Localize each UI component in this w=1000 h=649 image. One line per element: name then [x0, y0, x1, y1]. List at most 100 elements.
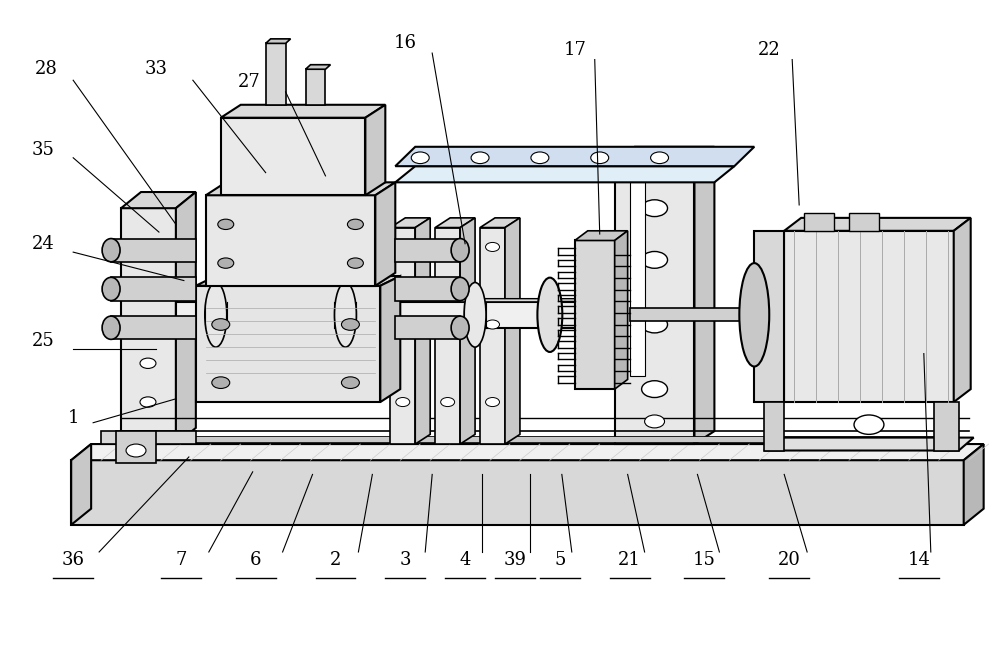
Circle shape — [212, 319, 230, 330]
Polygon shape — [435, 218, 475, 228]
Polygon shape — [630, 182, 645, 376]
Polygon shape — [176, 302, 620, 328]
Polygon shape — [380, 276, 400, 402]
Polygon shape — [375, 182, 395, 286]
Ellipse shape — [451, 277, 469, 300]
Text: 3: 3 — [400, 552, 411, 569]
Circle shape — [486, 320, 500, 329]
Polygon shape — [221, 117, 365, 195]
Polygon shape — [575, 241, 615, 389]
Polygon shape — [480, 228, 505, 444]
Circle shape — [531, 152, 549, 164]
Ellipse shape — [102, 316, 120, 339]
Circle shape — [411, 152, 429, 164]
Polygon shape — [615, 147, 714, 160]
Polygon shape — [395, 239, 460, 262]
Polygon shape — [395, 316, 460, 339]
Circle shape — [140, 319, 156, 330]
Polygon shape — [480, 218, 520, 228]
Polygon shape — [764, 402, 784, 450]
Polygon shape — [954, 218, 971, 402]
Text: 17: 17 — [563, 41, 586, 59]
Polygon shape — [221, 104, 385, 117]
Circle shape — [854, 415, 884, 434]
Ellipse shape — [102, 239, 120, 262]
Polygon shape — [615, 160, 694, 444]
Ellipse shape — [451, 239, 469, 262]
Text: 21: 21 — [618, 552, 641, 569]
Polygon shape — [505, 218, 520, 444]
Circle shape — [396, 398, 410, 406]
Polygon shape — [266, 39, 291, 43]
Polygon shape — [71, 460, 964, 525]
Circle shape — [591, 152, 609, 164]
Polygon shape — [390, 218, 430, 228]
Circle shape — [642, 251, 668, 268]
Polygon shape — [266, 43, 286, 104]
Polygon shape — [176, 192, 196, 444]
Text: 39: 39 — [503, 552, 526, 569]
Circle shape — [396, 320, 410, 329]
Circle shape — [341, 319, 359, 330]
Polygon shape — [754, 231, 784, 402]
Circle shape — [140, 397, 156, 407]
Polygon shape — [131, 435, 949, 442]
Polygon shape — [575, 231, 628, 241]
Circle shape — [396, 243, 410, 251]
Circle shape — [126, 444, 146, 457]
Circle shape — [441, 398, 455, 406]
Text: 16: 16 — [394, 34, 417, 53]
Text: 4: 4 — [459, 552, 471, 569]
Polygon shape — [206, 195, 375, 286]
Polygon shape — [196, 276, 400, 286]
Circle shape — [140, 242, 156, 252]
Circle shape — [347, 258, 363, 268]
Polygon shape — [964, 444, 984, 525]
Circle shape — [341, 377, 359, 389]
Polygon shape — [804, 214, 834, 231]
Polygon shape — [306, 65, 330, 69]
Circle shape — [140, 280, 156, 291]
Circle shape — [441, 320, 455, 329]
Polygon shape — [460, 218, 475, 444]
Text: 36: 36 — [62, 552, 85, 569]
Polygon shape — [849, 214, 879, 231]
Polygon shape — [630, 308, 754, 321]
Circle shape — [642, 200, 668, 217]
Circle shape — [471, 152, 489, 164]
Polygon shape — [764, 437, 974, 450]
Polygon shape — [390, 228, 415, 444]
Text: 6: 6 — [250, 552, 261, 569]
Polygon shape — [121, 192, 196, 208]
Ellipse shape — [205, 282, 227, 347]
Text: 20: 20 — [778, 552, 801, 569]
Polygon shape — [615, 231, 628, 389]
Ellipse shape — [334, 282, 356, 347]
Text: 33: 33 — [144, 60, 167, 79]
Circle shape — [140, 358, 156, 369]
Polygon shape — [116, 431, 156, 463]
Circle shape — [212, 377, 230, 389]
Text: 1: 1 — [67, 410, 79, 427]
Polygon shape — [121, 208, 176, 444]
Polygon shape — [934, 402, 959, 450]
Circle shape — [441, 243, 455, 251]
Circle shape — [218, 219, 234, 230]
Text: 14: 14 — [907, 552, 930, 569]
Ellipse shape — [464, 282, 486, 347]
Polygon shape — [111, 277, 196, 300]
Text: 27: 27 — [237, 73, 260, 91]
Polygon shape — [196, 286, 380, 402]
Text: 2: 2 — [330, 552, 341, 569]
Circle shape — [645, 415, 665, 428]
Polygon shape — [71, 444, 91, 525]
Polygon shape — [694, 147, 714, 444]
Text: 15: 15 — [693, 552, 716, 569]
Circle shape — [651, 152, 669, 164]
Polygon shape — [306, 69, 325, 104]
Circle shape — [347, 219, 363, 230]
Circle shape — [218, 258, 234, 268]
Text: 35: 35 — [32, 141, 55, 159]
Ellipse shape — [739, 263, 769, 367]
Circle shape — [486, 243, 500, 251]
